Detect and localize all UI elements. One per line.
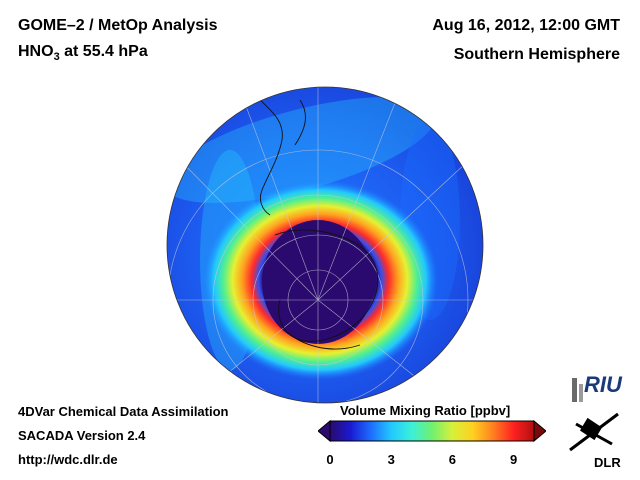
- riu-logo: RIU: [568, 372, 638, 406]
- dlr-logo-text: DLR: [594, 455, 621, 470]
- riu-logo-mark: [572, 378, 583, 402]
- footer-method: 4DVar Chemical Data Assimilation: [18, 404, 229, 419]
- riu-logo-text: RIU: [584, 372, 622, 397]
- globe-outline: [166, 86, 484, 404]
- colorbar-tick-label: 0: [326, 452, 334, 467]
- coastlines: [254, 94, 379, 350]
- pressure-level: at 55.4 hPa: [59, 43, 148, 60]
- globe: [167, 87, 483, 403]
- hemisphere-label: Southern Hemisphere: [453, 46, 620, 63]
- product-title: GOME–2 / MetOp Analysis: [18, 17, 218, 34]
- dlr-logo: DLR: [564, 410, 634, 474]
- footer-url[interactable]: http://wdc.dlr.de: [18, 452, 118, 467]
- species-level-title: HNO3 at 55.4 hPa: [18, 43, 148, 63]
- footer-version: SACADA Version 2.4: [18, 428, 146, 443]
- cyan-band: [167, 97, 436, 203]
- south-america-east-coast: [294, 99, 306, 146]
- colorbar-tick-label: 9: [509, 452, 518, 467]
- species-name: HNO: [18, 43, 54, 60]
- colorbar-tick-label: 3: [387, 452, 395, 467]
- colorbar-max-arrow: [533, 420, 546, 442]
- dlr-logo-mark: [569, 412, 619, 452]
- colorbar-tick-label: 6: [448, 452, 457, 467]
- colorbar-ramp: [329, 420, 535, 442]
- ross-sea-coast: [284, 329, 361, 350]
- species-subscript: 3: [53, 51, 60, 64]
- colorbar-title: Volume Mixing Ratio [ppbv]: [340, 403, 511, 418]
- colorbar-min-arrow: [318, 420, 331, 442]
- date-time-label: Aug 16, 2012, 12:00 GMT: [432, 17, 620, 34]
- south-america-coast: [254, 94, 283, 216]
- colorbar: [318, 420, 546, 442]
